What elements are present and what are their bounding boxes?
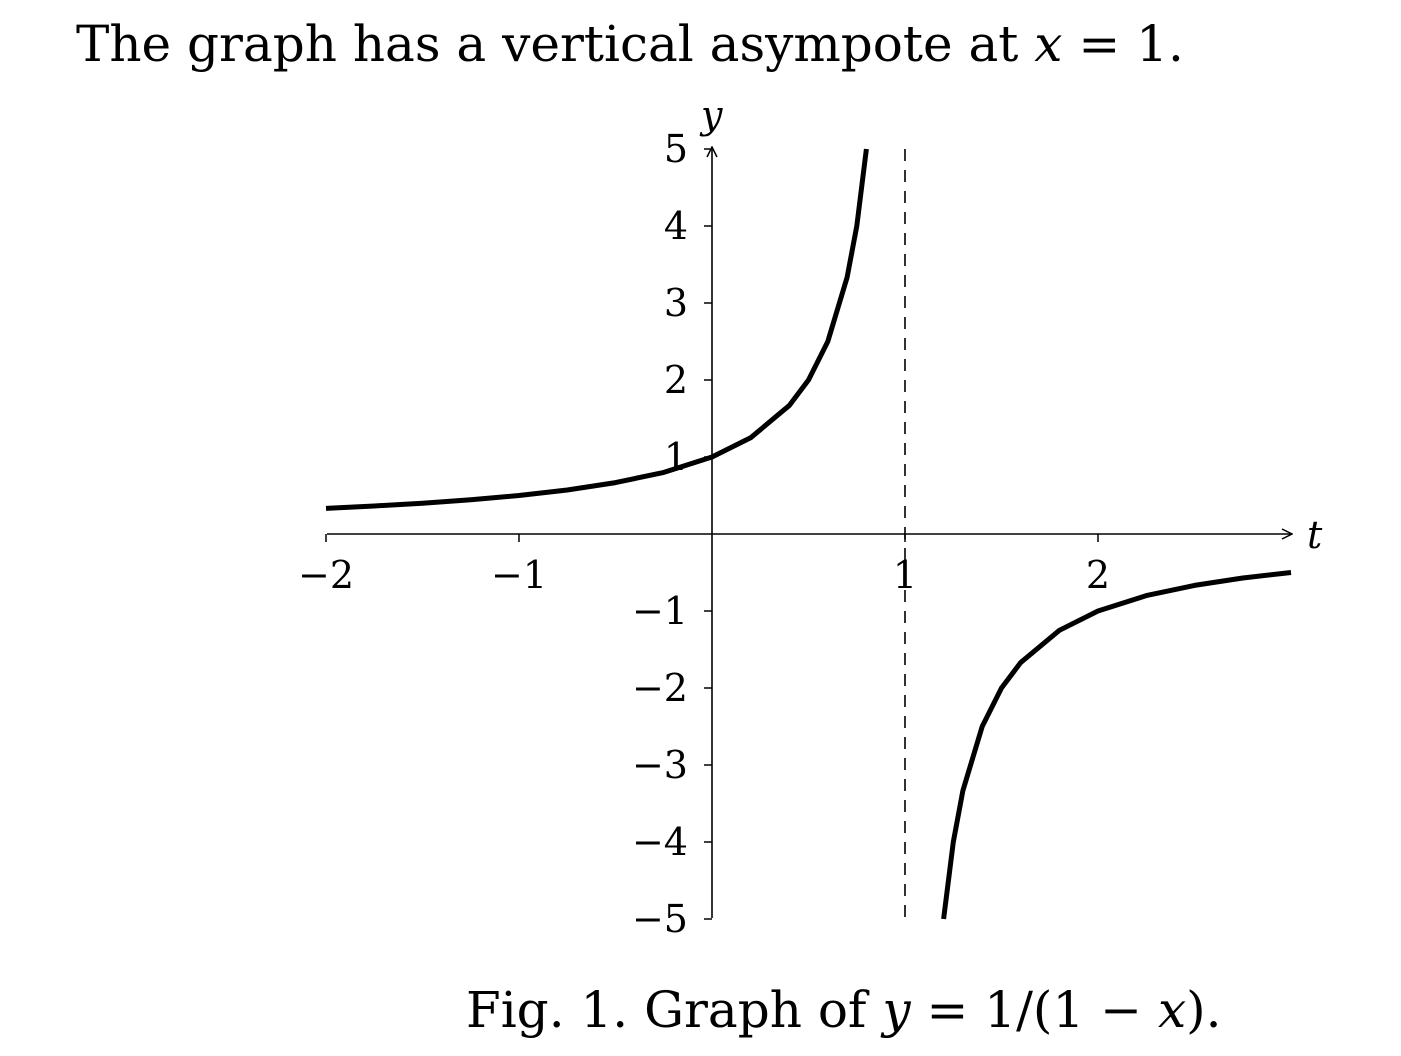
intro-equation: = 1.	[1062, 15, 1184, 73]
function-curve	[325, 148, 869, 511]
function-curve	[941, 570, 1292, 920]
caption-text: Fig. 1. Graph of	[466, 981, 883, 1039]
caption-suffix: ).	[1186, 981, 1222, 1039]
y-tick-label: 4	[664, 204, 688, 248]
y-tick-label: −3	[632, 743, 688, 787]
intro-var-x: x	[1034, 15, 1063, 73]
figure-caption: Fig. 1. Graph of y = 1/(1 − x).	[466, 980, 1222, 1040]
x-axis-label: t	[1307, 513, 1323, 557]
y-tick-label: −2	[632, 666, 688, 710]
caption-equation: = 1/(1 −	[910, 981, 1158, 1039]
caption-var-y: y	[882, 981, 911, 1039]
y-tick-label: −5	[632, 897, 688, 941]
x-ticks: −2 −1 1 2	[298, 534, 1110, 597]
y-tick-label: 2	[664, 358, 688, 402]
y-axis-label: y	[699, 93, 723, 137]
function-curves	[325, 148, 1292, 920]
caption-var-x: x	[1157, 981, 1187, 1039]
y-tick-label: 3	[664, 281, 688, 325]
y-tick-label: −1	[632, 589, 688, 633]
x-tick-label: 2	[1086, 553, 1110, 597]
intro-sentence: The graph has a vertical asympote at x =…	[76, 14, 1184, 74]
x-tick-label: −1	[491, 553, 547, 597]
y-tick-label: −4	[632, 820, 688, 864]
intro-text: The graph has a vertical asympote at	[76, 15, 1035, 73]
y-tick-label: 5	[664, 127, 688, 171]
x-tick-label: −2	[298, 553, 354, 597]
